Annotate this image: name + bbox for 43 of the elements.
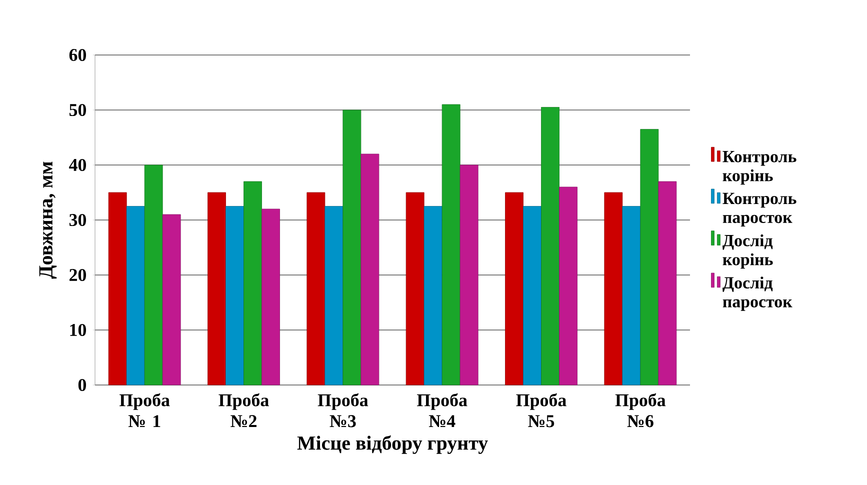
legend-label: Дослід паросток — [722, 276, 792, 311]
y-tick-label: 20 — [70, 268, 86, 282]
bar — [306, 192, 326, 386]
bar — [262, 208, 280, 386]
bar — [541, 107, 560, 386]
bar — [342, 110, 362, 386]
bar — [640, 129, 659, 386]
y-tick-label: 0 — [78, 378, 86, 392]
bar — [604, 192, 623, 386]
y-tick-label: 10 — [70, 324, 86, 336]
bar — [406, 192, 424, 386]
bar — [144, 164, 163, 386]
x-tick-label: Проба №5 — [516, 393, 566, 428]
bar — [658, 181, 677, 386]
bar — [108, 192, 127, 386]
x-tick-label: Проба №3 — [318, 393, 368, 428]
y-axis-title: Довжина, мм — [39, 162, 57, 279]
x-tick-label: Проба №4 — [417, 393, 468, 428]
bar — [559, 186, 578, 386]
bar — [622, 206, 641, 386]
bar — [226, 206, 244, 386]
x-tick-label: Проба №2 — [218, 393, 269, 428]
x-axis-title: Місце відбору грунту — [297, 435, 488, 454]
legend-label: Дослід корінь — [722, 234, 773, 269]
y-tick-label: 60 — [69, 48, 86, 62]
bar — [162, 214, 181, 386]
x-tick-label: Проба №6 — [615, 393, 666, 428]
y-tick-label: 40 — [69, 158, 86, 172]
bar — [126, 206, 145, 386]
bar — [460, 164, 478, 386]
legend-label: Контроль паросток — [722, 192, 796, 227]
y-tick-label: 30 — [69, 214, 86, 226]
bar — [424, 206, 442, 386]
bar — [505, 192, 524, 386]
bar — [244, 181, 262, 386]
y-tick-label: 50 — [69, 104, 86, 116]
x-tick-label: Проба № 1 — [120, 393, 170, 428]
bar — [523, 206, 542, 386]
bar — [324, 206, 344, 386]
bar — [360, 154, 380, 386]
bar — [442, 104, 460, 386]
bar — [208, 192, 226, 386]
legend-label: Контроль корінь — [722, 151, 796, 185]
